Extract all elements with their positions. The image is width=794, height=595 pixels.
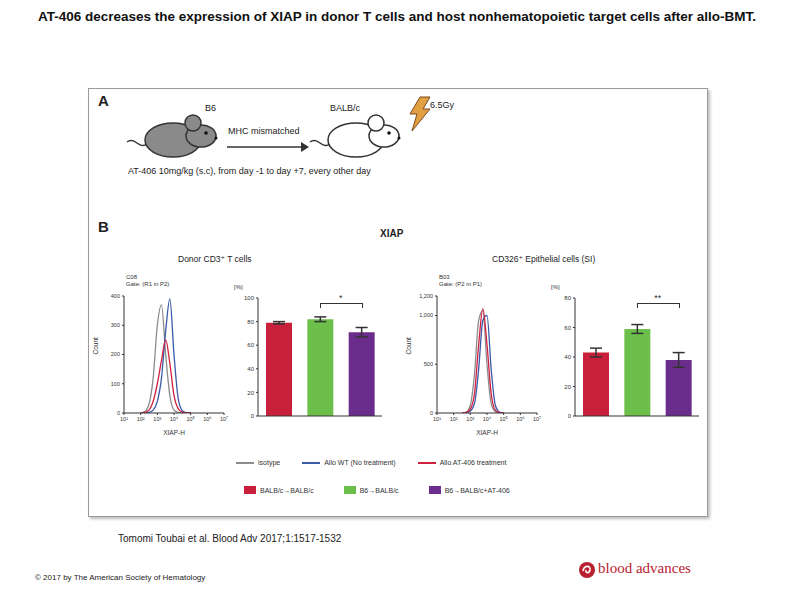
html-text:Allo WT (No treatment): Allo WT (No treatment) [324,459,396,466]
svg-text:Count: Count [92,337,99,355]
html-text:Gate: (R1 in P2): Gate: (R1 in P2) [126,281,170,287]
html-text:AT-406 decreases the expressio: AT-406 decreases the expression of XIAP … [37,9,757,24]
html-text:CD326⁺ Epithelial cells (SI): CD326⁺ Epithelial cells (SI) [492,254,596,264]
svg-text:0: 0 [251,413,255,419]
svg-text:10³: 10³ [153,416,161,422]
svg-text:10⁵: 10⁵ [499,416,507,422]
svg-text:40: 40 [564,354,571,360]
svg-text:200: 200 [111,351,120,357]
svg-text:10⁴: 10⁴ [483,416,492,422]
svg-text:60: 60 [247,342,254,348]
html-text:blood advances: blood advances [598,560,691,576]
svg-text:10¹: 10¹ [433,416,441,422]
html-text:B03: B03 [439,274,450,280]
svg-text:0: 0 [430,410,433,416]
svg-text:40: 40 [247,366,254,372]
svg-text:10⁵: 10⁵ [186,416,194,422]
svg-text:Count: Count [405,337,412,355]
svg-text:60: 60 [564,325,571,331]
svg-text:10³: 10³ [466,416,474,422]
html-text:B6→BALB/c: B6→BALB/c [359,486,399,494]
svg-text:10²: 10² [137,416,145,422]
html-text:6.5Gy: 6.5Gy [430,100,454,110]
html-text:Allo AT-406 treatment: Allo AT-406 treatment [439,459,507,466]
html-text:Tomomi Toubai et al. Blood Adv: Tomomi Toubai et al. Blood Adv 2017;1:15… [118,533,342,544]
svg-text:1,000: 1,000 [419,312,433,318]
svg-text:10⁷: 10⁷ [533,416,541,422]
svg-text:1,200: 1,200 [419,293,433,299]
html-text:MHC mismatched: MHC mismatched [228,126,300,136]
html-text:AT-406 10mg/kg (s.c), from day: AT-406 10mg/kg (s.c), from day -1 to day… [128,166,371,176]
svg-text:10⁶: 10⁶ [203,416,211,422]
svg-text:300: 300 [111,322,120,328]
html-text:B6→BALB/c+AT-406: B6→BALB/c+AT-406 [444,486,510,494]
html-text:XIAP: XIAP [380,228,404,239]
svg-text:10⁷: 10⁷ [220,416,228,422]
html-text:BALB/c: BALB/c [330,103,360,113]
svg-text:XIAP-H: XIAP-H [476,429,498,436]
svg-text:10¹: 10¹ [120,416,128,422]
html-text:© 2017 by The American Society: © 2017 by The American Society of Hemato… [35,573,206,582]
svg-text:100: 100 [111,381,120,387]
svg-text:20: 20 [247,390,254,396]
svg-text:0: 0 [568,413,572,419]
svg-text:20: 20 [564,384,571,390]
html-text:Donor CD3⁺ T cells: Donor CD3⁺ T cells [178,254,252,264]
html-text:isotype: isotype [258,459,281,466]
html-text:C08: C08 [126,274,137,280]
html-text:A: A [98,92,109,109]
html-text:Gate: (P2 in P1): Gate: (P2 in P1) [439,281,482,287]
svg-text:10⁶: 10⁶ [516,416,524,422]
svg-text:XIAP-H: XIAP-H [163,429,185,436]
html-text:BALB/c→BALB/c: BALB/c→BALB/c [260,486,314,494]
html-text:B: B [98,218,109,235]
svg-text:400: 400 [111,293,120,299]
svg-text:10²: 10² [450,416,458,422]
svg-text:80: 80 [564,295,571,301]
svg-text:10⁴: 10⁴ [170,416,179,422]
svg-text:0: 0 [117,410,120,416]
html-text:B6: B6 [205,103,216,113]
svg-text:100: 100 [244,295,255,301]
svg-text:80: 80 [247,319,254,325]
svg-text:500: 500 [424,361,433,367]
